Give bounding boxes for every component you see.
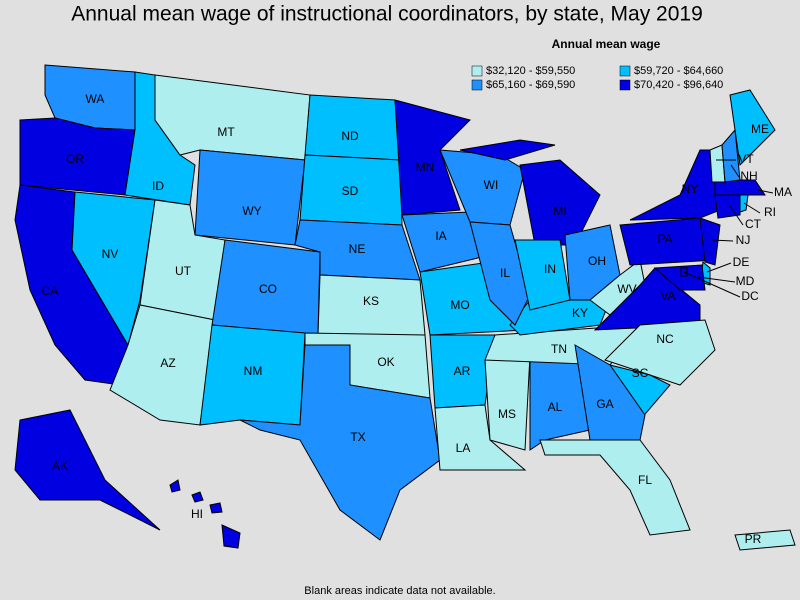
map-title: Annual mean wage of instructional coordi… (71, 3, 703, 26)
state-shape (729, 89, 776, 167)
state-label: CA (42, 284, 59, 298)
state-shape (239, 344, 441, 541)
state-label: DE (733, 255, 750, 269)
state-label: OR (66, 152, 84, 166)
state-label: AK (52, 459, 68, 473)
state-label: OK (377, 355, 394, 369)
state-label: MS (498, 407, 516, 421)
legend-swatch (471, 79, 483, 91)
state-shape (714, 179, 766, 196)
leader-line (697, 276, 736, 283)
leader-line (757, 189, 774, 194)
state-shape (194, 149, 306, 246)
state-label: DC (741, 289, 759, 303)
state-label: WI (484, 178, 499, 192)
leader-line (743, 202, 761, 214)
state-label: IL (500, 266, 510, 280)
state-label: PR (745, 532, 762, 546)
state-label: CO (259, 282, 277, 296)
state-label: ME (751, 122, 769, 136)
leader-line (706, 262, 732, 273)
states (14, 64, 796, 551)
state-shape (71, 191, 156, 347)
state-label: PA (657, 232, 672, 246)
state-shape (519, 159, 601, 246)
legend-label: $59,720 - $64,660 (634, 65, 723, 77)
state-label: LA (456, 441, 471, 455)
state-label: SC (632, 366, 649, 380)
state-label: MT (217, 125, 235, 139)
legend-label: $32,120 - $59,550 (486, 65, 575, 77)
state-label: CT (745, 217, 762, 231)
state-shape (209, 502, 223, 514)
state-label: MA (774, 185, 792, 199)
state-label: UT (175, 264, 192, 278)
state-shape (653, 264, 706, 291)
state-label: GA (596, 397, 613, 411)
state-shape (734, 529, 796, 551)
state-shape (394, 99, 471, 216)
state-label: MI (553, 204, 566, 218)
state-label: MD (736, 274, 755, 288)
legend-label: $70,420 - $96,640 (634, 79, 723, 91)
state-label: AL (548, 400, 563, 414)
state-label: MN (416, 160, 435, 174)
state-shape (434, 404, 527, 471)
leader-line (711, 239, 734, 242)
state-label: AZ (160, 356, 175, 370)
state-label: NC (656, 332, 674, 346)
state-shape (699, 217, 721, 266)
state-label: NJ (736, 233, 751, 247)
state-label: OH (588, 254, 606, 268)
state-label: VT (738, 152, 754, 166)
state-shape (589, 259, 646, 316)
leader-line (729, 205, 744, 226)
state-label: SD (342, 184, 359, 198)
state-shape (469, 221, 531, 326)
state-shape (539, 439, 691, 536)
legend-title: Annual mean wage (552, 37, 661, 51)
state-label: KY (572, 306, 588, 320)
state-shape (221, 524, 241, 549)
legend-swatch (619, 65, 631, 77)
state-label: WV (617, 282, 636, 296)
labels: WA OR CA NV ID MT WY UT AZ CO NM ND SD NE KS OK TX MN IA MO… (42, 92, 792, 546)
state-shape (191, 491, 204, 503)
state-label: NV (102, 247, 119, 261)
state-label: IA (435, 229, 446, 243)
legend-swatch (619, 79, 631, 91)
state-label: NY (682, 182, 699, 196)
state-label: RI (764, 205, 776, 219)
state-label: KS (363, 294, 379, 308)
state-shape (169, 479, 181, 493)
state-label: TX (350, 430, 365, 444)
state-label: NM (244, 364, 263, 378)
state-label: IN (544, 262, 556, 276)
state-shape (304, 94, 401, 161)
legend-label: $65,160 - $69,590 (486, 79, 575, 91)
state-shape (14, 409, 161, 531)
state-label: WY (242, 204, 261, 218)
legend-swatch (471, 65, 483, 77)
state-label: MO (450, 298, 469, 312)
leader-line (683, 271, 741, 298)
state-label: ND (341, 129, 359, 143)
state-shape (721, 128, 741, 183)
state-shape (574, 344, 646, 441)
legend: $32,120 - $59,550 $59,720 - $64,660 $65,16… (471, 65, 723, 91)
state-label: HI (191, 507, 203, 521)
state-shape (459, 139, 556, 161)
state-label: NE (349, 242, 366, 256)
state-label: AR (454, 364, 471, 378)
state-label: ID (152, 179, 164, 193)
footnote: Blank areas indicate data not available. (304, 585, 495, 597)
state-label: VA (660, 289, 675, 303)
leader-line (730, 164, 740, 178)
state-label: TN (551, 342, 567, 356)
state-label: NH (740, 169, 757, 183)
state-label: FL (638, 473, 652, 487)
state-shape (484, 354, 531, 451)
state-label: WA (86, 92, 105, 106)
